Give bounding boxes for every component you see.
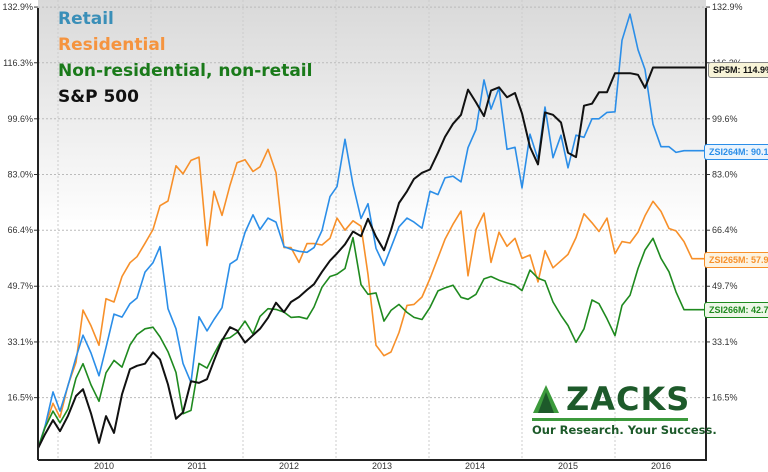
legend: Retail Residential Non-residential, non-… [58, 6, 312, 110]
y-tick-label-right: 33.1% [712, 337, 738, 347]
end-label-nonresidential: ZSI266M: 42.7% [704, 302, 768, 318]
series-line-s-p-500 [37, 66, 706, 449]
y-tick-label-right: 83.0% [712, 170, 738, 180]
x-tick-label: 2013 [372, 461, 392, 471]
y-tick-label: 83.0% [7, 170, 33, 180]
end-label-retail: ZSI264M: 90.1% [704, 144, 768, 160]
y-tick-label: 49.7% [7, 281, 33, 291]
end-label-residential: ZSI265M: 57.9% [704, 252, 768, 268]
y-tick-label-right: 132.9% [712, 2, 743, 12]
y-tick-label: 66.4% [7, 225, 33, 235]
y-tick-label: 99.6% [7, 114, 33, 124]
series-line-residential [37, 148, 706, 449]
x-tick-label: 2012 [279, 461, 299, 471]
zacks-logo: ZACKS Our Research. Your Success. [532, 380, 717, 437]
y-tick-label-right: 99.6% [712, 114, 738, 124]
legend-retail: Retail [58, 9, 114, 29]
logo-divider [532, 418, 688, 421]
series-line-non-residential-non-retail [37, 236, 706, 449]
x-tick-label: 2015 [558, 461, 578, 471]
y-tick-label: 16.5% [7, 393, 33, 403]
x-tick-label: 2014 [465, 461, 485, 471]
legend-sp500: S&P 500 [58, 87, 139, 107]
y-tick-label: 132.9% [2, 2, 33, 12]
y-tick-label-right: 66.4% [712, 225, 738, 235]
series-lines [37, 13, 706, 449]
y-tick-label: 116.3% [3, 58, 33, 68]
y-tick-label: 33.1% [7, 337, 33, 347]
y-tick-label-right: 49.7% [712, 281, 738, 291]
logo-wordmark: ZACKS [566, 380, 691, 418]
logo-tagline: Our Research. Your Success. [532, 423, 717, 437]
end-label-sp500: SP5M: 114.9% [708, 62, 768, 78]
axes: 16.5% 16.5% 33.1% 33.1% 49.7% 49.7% 66.4% 66.4%… [2, 2, 742, 471]
legend-residential: Residential [58, 35, 166, 55]
y-tick-label-right: 16.5% [712, 393, 738, 403]
x-tick-label: 2016 [651, 461, 671, 471]
zacks-triangle-icon [533, 385, 559, 413]
x-tick-label: 2010 [94, 461, 114, 471]
legend-nonresidential: Non-residential, non-retail [58, 61, 313, 81]
x-tick-label: 2011 [187, 461, 206, 471]
